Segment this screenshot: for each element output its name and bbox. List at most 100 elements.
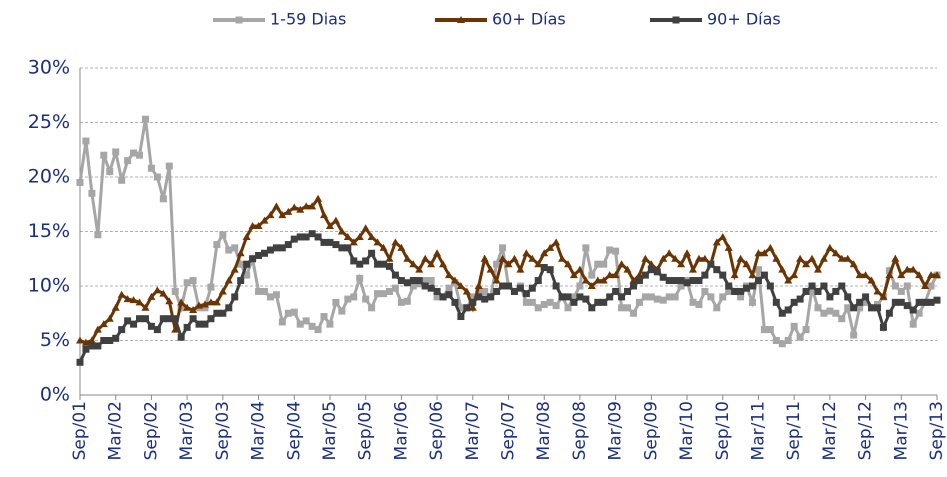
marker <box>760 271 768 279</box>
marker <box>421 254 430 262</box>
marker <box>802 326 810 334</box>
marker <box>349 238 358 246</box>
marker <box>439 293 447 301</box>
marker <box>326 320 334 328</box>
marker <box>784 276 793 284</box>
marker <box>694 254 703 262</box>
marker <box>862 293 870 301</box>
marker <box>707 293 715 301</box>
marker <box>391 238 400 246</box>
marker <box>850 331 858 339</box>
marker <box>189 315 197 323</box>
marker <box>445 284 453 292</box>
marker <box>653 295 661 303</box>
y-tick-label: 15% <box>28 220 70 242</box>
x-tick-label: Mar/06 <box>391 401 411 460</box>
marker <box>641 254 650 262</box>
marker <box>855 271 864 279</box>
marker <box>320 211 329 219</box>
marker <box>707 260 715 268</box>
marker <box>725 287 733 295</box>
marker <box>135 298 144 306</box>
marker <box>314 326 322 334</box>
marker <box>665 293 673 301</box>
marker <box>909 265 918 273</box>
x-tick-label: Sep/09 <box>641 401 661 460</box>
marker <box>123 295 132 303</box>
marker <box>617 260 626 268</box>
x-tick-label: Sep/13 <box>927 401 947 460</box>
marker <box>540 263 548 271</box>
marker <box>766 282 774 290</box>
marker <box>278 244 286 252</box>
marker <box>129 296 138 304</box>
marker <box>612 287 620 295</box>
marker <box>689 298 697 306</box>
marker <box>237 277 245 285</box>
marker <box>493 260 501 268</box>
marker <box>749 298 757 306</box>
marker <box>558 254 567 262</box>
marker <box>397 277 405 285</box>
marker <box>819 254 828 262</box>
marker <box>838 315 846 323</box>
marker <box>462 287 471 295</box>
marker <box>647 266 655 274</box>
marker <box>600 298 608 306</box>
marker <box>338 307 346 315</box>
marker <box>136 151 144 159</box>
marker <box>534 304 542 312</box>
marker <box>868 304 876 312</box>
marker <box>475 289 483 297</box>
marker <box>278 211 287 219</box>
marker <box>528 254 537 262</box>
marker <box>897 271 906 279</box>
marker <box>832 287 840 295</box>
marker <box>76 336 84 344</box>
marker <box>927 298 935 306</box>
marker <box>445 291 453 299</box>
marker <box>546 266 554 274</box>
marker <box>736 254 745 262</box>
marker <box>879 292 888 300</box>
marker <box>933 296 941 304</box>
marker <box>159 289 168 297</box>
marker <box>255 287 263 295</box>
marker <box>635 271 644 279</box>
marker <box>350 293 358 301</box>
marker <box>249 255 257 263</box>
marker <box>362 257 370 265</box>
marker <box>147 322 155 330</box>
marker <box>100 337 108 344</box>
marker <box>124 157 132 165</box>
marker <box>772 298 780 306</box>
marker <box>624 287 632 295</box>
marker <box>141 315 149 323</box>
x-tick-label: Mar/05 <box>320 401 340 460</box>
marker <box>111 303 120 311</box>
marker <box>350 257 358 265</box>
marker <box>183 323 191 331</box>
marker <box>469 293 477 301</box>
marker <box>844 304 852 312</box>
marker <box>385 262 393 270</box>
marker <box>456 282 465 289</box>
marker <box>338 244 346 252</box>
marker <box>564 260 573 268</box>
marker <box>457 313 465 321</box>
marker <box>903 265 912 273</box>
marker <box>558 293 566 301</box>
marker <box>844 293 852 301</box>
marker <box>87 336 96 344</box>
marker <box>534 260 543 268</box>
marker <box>450 276 459 284</box>
marker <box>201 320 209 328</box>
marker <box>748 271 757 279</box>
marker <box>290 235 298 243</box>
marker <box>624 304 632 312</box>
marker <box>856 304 864 312</box>
marker <box>831 249 840 257</box>
marker <box>409 277 417 285</box>
marker <box>499 244 507 252</box>
marker <box>486 265 495 273</box>
